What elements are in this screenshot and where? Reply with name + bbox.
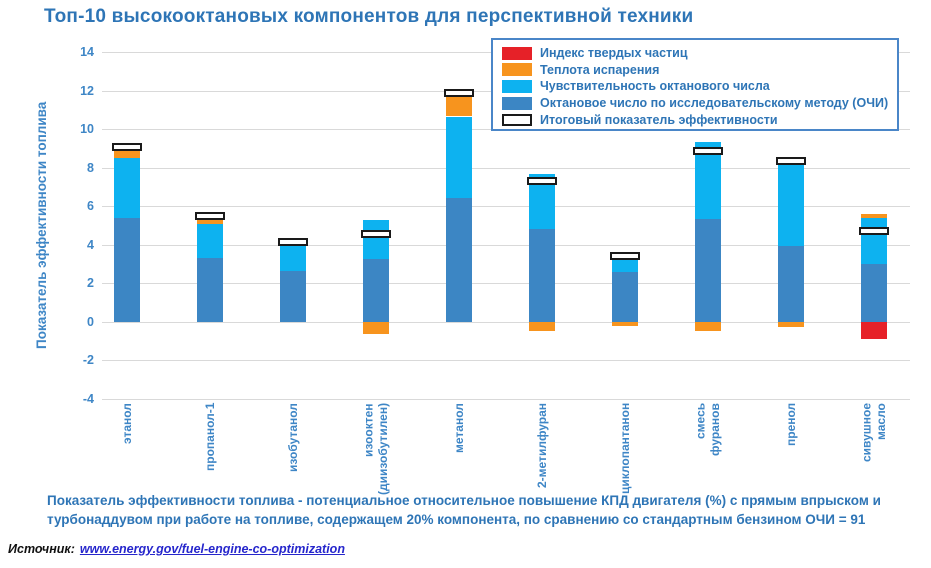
- legend-item: Итоговый показатель эффективности: [502, 111, 893, 128]
- y-tick-label: 12: [80, 83, 94, 98]
- total-marker-swatch-icon: [502, 113, 532, 126]
- series-swatch-icon: [502, 79, 532, 93]
- series-swatch-icon: [502, 96, 532, 110]
- y-tick-label: 4: [87, 237, 94, 252]
- bar-segment: [529, 321, 555, 331]
- gridline: [102, 399, 910, 400]
- y-tick-label: 8: [87, 160, 94, 175]
- bar-segment: [612, 321, 638, 326]
- y-tick-label: 10: [80, 122, 94, 137]
- x-category-label: 2-метилфуран: [534, 403, 549, 489]
- bar-segment: [695, 321, 721, 331]
- plot-area: [102, 52, 910, 400]
- total-marker: [444, 88, 474, 97]
- y-tick-label: 6: [87, 199, 94, 214]
- bar-segment: [861, 217, 887, 265]
- x-axis-labels: этанол пропанол-1 изобутанол изооктен (дииз…: [102, 403, 910, 503]
- x-category-label: этанол: [119, 403, 134, 444]
- legend-item-label: Чувствительность октанового числа: [540, 79, 770, 94]
- bar-segment: [114, 217, 140, 322]
- bar-segment: [778, 321, 804, 327]
- legend: Индекс твердых частиц Теплота испарения Чу…: [491, 38, 899, 131]
- source-link[interactable]: www.energy.gov/fuel-engine-co-optimizati…: [79, 542, 345, 556]
- y-tick-label: 2: [87, 276, 94, 291]
- gridline: [102, 321, 910, 323]
- bar-segment: [197, 219, 223, 224]
- x-category-label: изооктен (диизобутилен): [361, 402, 390, 495]
- footnote-line1: Показатель эффективности топлива - потен…: [47, 493, 881, 508]
- series-swatch-icon: [502, 46, 532, 60]
- gridline: [102, 206, 910, 208]
- legend-item: Чувствительность октанового числа: [502, 78, 893, 95]
- x-category-label: циклопантанон: [617, 403, 632, 495]
- gridline: [102, 283, 910, 285]
- chart-title: Топ-10 высокооктановых компонентов для п…: [44, 6, 694, 27]
- legend-item-label: Октановое число по исследовательскому ме…: [540, 96, 889, 111]
- gridline: [102, 244, 910, 246]
- total-marker: [610, 252, 640, 261]
- bar-segment: [280, 245, 306, 271]
- footnote-line2: турбонаддувом при работе на топливе, сод…: [47, 512, 866, 527]
- total-marker: [361, 230, 391, 239]
- bar-segment: [446, 96, 472, 117]
- legend-item: Октановое число по исследовательскому ме…: [502, 95, 893, 112]
- source: Источник: www.energy.gov/fuel-engine-co-o…: [8, 542, 345, 556]
- bar-segment: [280, 270, 306, 322]
- total-marker: [776, 156, 806, 165]
- legend-item-label: Теплота испарения: [540, 62, 660, 77]
- bar-segment: [861, 264, 887, 322]
- source-label: Источник:: [8, 542, 75, 556]
- bar-segment: [529, 229, 555, 322]
- footnote: Показатель эффективности топлива - потен…: [47, 491, 915, 529]
- x-category-label: пропанол-1: [202, 403, 217, 472]
- gridline: [102, 360, 910, 362]
- bar-segment: [446, 116, 472, 198]
- bar-segment: [861, 213, 887, 218]
- bar-segment: [114, 148, 140, 158]
- y-tick-label: 14: [80, 45, 94, 59]
- x-category-label: сивушное масло: [859, 403, 888, 463]
- total-marker: [112, 142, 142, 151]
- legend-item-label: Индекс твердых частиц: [540, 46, 688, 61]
- bar-segment: [778, 245, 804, 322]
- x-category-label: пренол: [783, 403, 798, 447]
- total-marker: [195, 211, 225, 220]
- total-marker: [527, 177, 557, 186]
- y-tick-label: -2: [82, 353, 94, 368]
- gridline: [102, 167, 910, 169]
- y-axis-ticks: 14 12 10 8 6 4 2 0 -2 -4: [0, 45, 94, 412]
- x-category-label: метанол: [451, 403, 466, 453]
- y-tick-label: 0: [87, 314, 94, 329]
- bar-segment: [197, 223, 223, 259]
- bar-segment: [695, 218, 721, 322]
- bar-segment: [861, 321, 887, 340]
- total-marker: [278, 237, 308, 246]
- bar-segment: [363, 321, 389, 335]
- x-category-label: смесь фуранов: [693, 403, 722, 456]
- bar-segment: [363, 259, 389, 322]
- legend-item-label: Итоговый показатель эффективности: [540, 112, 778, 127]
- bar-segment: [612, 260, 638, 272]
- x-category-label: изобутанол: [285, 403, 300, 472]
- bar-segment: [197, 258, 223, 322]
- series-swatch-icon: [502, 63, 532, 77]
- total-marker: [859, 227, 889, 236]
- total-marker: [693, 147, 723, 156]
- legend-item: Теплота испарения: [502, 62, 893, 79]
- bar-segment: [612, 271, 638, 322]
- bar-segment: [778, 163, 804, 246]
- bar-segment: [363, 219, 389, 260]
- legend-item: Индекс твердых частиц: [502, 45, 893, 62]
- bar-segment: [446, 197, 472, 322]
- bar-segment: [114, 158, 140, 218]
- y-tick-label: -4: [82, 392, 94, 406]
